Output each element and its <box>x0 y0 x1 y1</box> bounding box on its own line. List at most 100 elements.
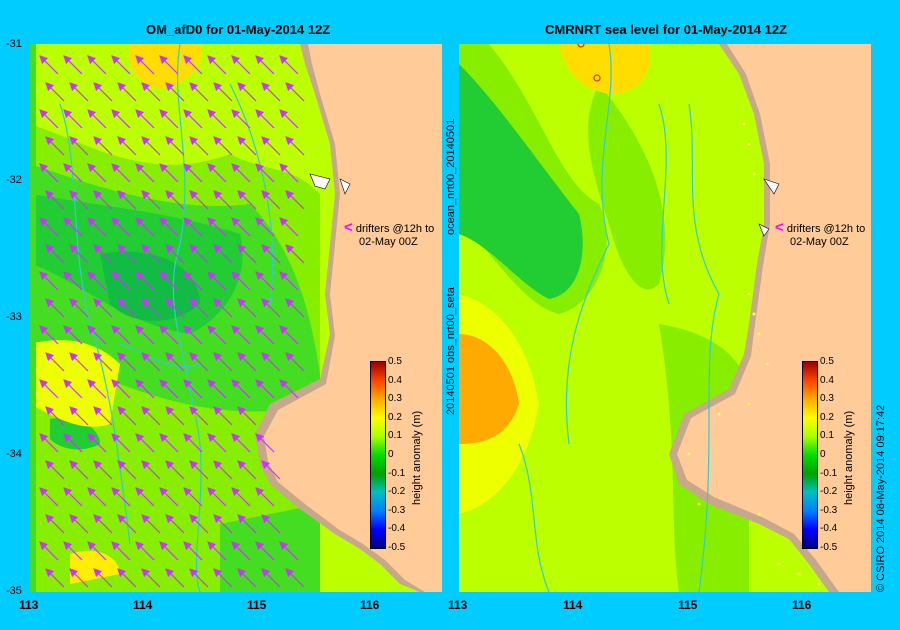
current-vector-arrow <box>159 109 179 129</box>
current-vector-arrow <box>165 514 185 534</box>
current-vector-arrow <box>135 541 155 561</box>
right-colorbar-tick: -0.4 <box>820 523 838 535</box>
right-side-label-top: ocean_nrt00_20140501 <box>445 118 457 235</box>
left-y-tick-1: -31 <box>6 38 22 50</box>
current-vector-arrow <box>255 487 275 507</box>
left-x-tick-4: 116 <box>360 598 380 612</box>
current-vector-arrow <box>111 325 131 345</box>
current-vector-arrow <box>213 136 233 156</box>
current-vector-arrow <box>207 487 227 507</box>
current-vector-arrow <box>207 325 227 345</box>
current-vector-arrow <box>261 244 281 264</box>
current-vector-arrow <box>45 352 65 372</box>
current-vector-arrow <box>111 271 131 291</box>
current-vector-arrow <box>285 298 305 318</box>
current-vector-arrow <box>165 460 185 480</box>
current-vector-arrow <box>63 487 83 507</box>
current-vector-arrow <box>117 190 137 210</box>
current-vector-arrow <box>261 190 281 210</box>
current-vector-arrow <box>165 190 185 210</box>
current-vector-arrow <box>279 271 299 291</box>
current-vector-arrow <box>69 82 89 102</box>
right-x-tick-4: 116 <box>792 598 812 612</box>
left-colorbar-tick: -0.3 <box>388 504 406 516</box>
current-vector-arrow <box>45 136 65 156</box>
current-vector-arrow <box>117 136 137 156</box>
current-vector-arrow <box>93 298 113 318</box>
right-colorbar-tick: 0.4 <box>820 374 834 386</box>
drifter-arrow-icon: < <box>775 219 784 236</box>
current-vector-arrow <box>255 541 275 561</box>
current-vector-arrow <box>135 379 155 399</box>
current-vector-arrow <box>39 379 59 399</box>
left-drifters-note: < drifters @12h to 02-May 00Z <box>344 220 434 249</box>
current-vector-arrow <box>45 190 65 210</box>
current-vector-arrow <box>117 514 137 534</box>
current-vector-arrow <box>87 55 107 75</box>
current-vector-arrow <box>237 514 257 534</box>
current-vector-arrow <box>231 55 251 75</box>
current-vector-arrow <box>213 352 233 372</box>
right-colorbar-tick: 0.3 <box>820 393 834 405</box>
current-vector-arrow <box>87 379 107 399</box>
current-vector-arrow <box>87 325 107 345</box>
current-vector-arrow <box>135 55 155 75</box>
right-colorbar-tick: 0.5 <box>820 356 834 367</box>
current-vector-arrow <box>135 109 155 129</box>
current-vector-arrow <box>261 352 281 372</box>
current-vector-arrow <box>93 352 113 372</box>
right-map-title: CMRNRT sea level for 01-May-2014 12Z <box>545 22 788 37</box>
current-vector-arrow <box>207 379 227 399</box>
current-vector-arrow <box>135 325 155 345</box>
current-vector-arrow <box>189 460 209 480</box>
current-vector-arrow <box>63 217 83 237</box>
left-y-tick-4: -34 <box>6 448 22 460</box>
current-vector-arrow <box>141 406 161 426</box>
current-vector-arrow <box>69 460 89 480</box>
left-sea-level-map <box>30 44 442 592</box>
current-vector-arrow <box>63 379 83 399</box>
current-vector-arrow <box>93 136 113 156</box>
current-vector-arrow <box>255 433 275 453</box>
current-vector-arrow <box>141 244 161 264</box>
current-vector-arrow <box>189 244 209 264</box>
current-vector-arrow <box>183 379 203 399</box>
left-colorbar-tick: 0.2 <box>388 411 402 423</box>
current-vector-arrow <box>93 460 113 480</box>
current-vector-arrow <box>117 244 137 264</box>
right-x-tick-1: 113 <box>448 598 468 612</box>
current-vector-arrow <box>45 406 65 426</box>
current-vector-arrow <box>207 541 227 561</box>
current-vector-arrow <box>141 82 161 102</box>
current-vector-arrow <box>87 271 107 291</box>
current-vector-arrow <box>213 406 233 426</box>
current-vector-arrow <box>213 514 233 534</box>
left-colorbar-tick: 0.3 <box>388 393 402 405</box>
current-vector-arrow <box>255 163 275 183</box>
current-vector-arrow <box>135 487 155 507</box>
current-vector-arrow <box>189 406 209 426</box>
current-vector-arrow <box>69 244 89 264</box>
current-vector-arrow <box>189 190 209 210</box>
current-vector-arrow <box>207 109 227 129</box>
current-vector-arrow <box>237 136 257 156</box>
current-vector-arrow <box>117 568 137 588</box>
current-vector-arrow <box>189 568 209 588</box>
current-vector-arrow <box>183 325 203 345</box>
current-vector-arrow <box>45 568 65 588</box>
current-vector-arrow <box>231 163 251 183</box>
current-vector-arrow <box>69 136 89 156</box>
right-side-label-bottom: 20140501 obs_nrt00_seta <box>445 287 457 415</box>
current-vector-arrow <box>117 298 137 318</box>
current-vector-arrow <box>231 541 251 561</box>
current-vector-arrow <box>237 244 257 264</box>
current-vector-arrow <box>111 433 131 453</box>
current-vector-arrow <box>159 541 179 561</box>
right-colorbar-tick: -0.1 <box>820 467 838 479</box>
current-vector-arrow <box>63 541 83 561</box>
current-vector-arrow <box>39 541 59 561</box>
current-vector-arrow <box>165 352 185 372</box>
current-vector-arrow <box>111 217 131 237</box>
current-vector-arrow <box>165 82 185 102</box>
current-vector-arrow <box>237 190 257 210</box>
